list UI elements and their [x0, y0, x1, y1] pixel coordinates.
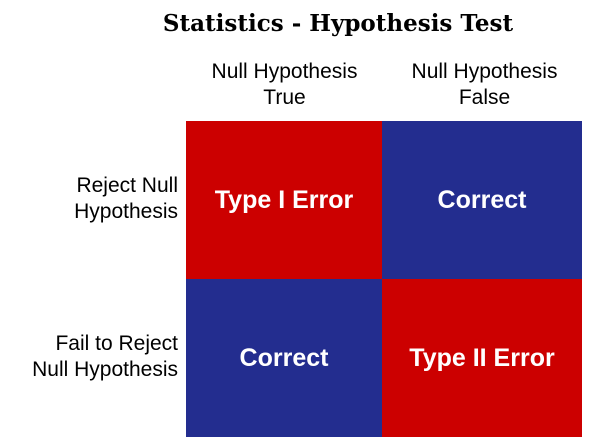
row-header-line: Reject Null: [76, 174, 178, 197]
row-header-line: Hypothesis: [74, 200, 178, 223]
column-header-null-true: Null Hypothesis True: [186, 59, 383, 111]
cell-correct-reject: Correct: [382, 121, 582, 279]
column-header-line: True: [263, 86, 306, 109]
cell-correct-fail-to-reject: Correct: [186, 279, 382, 437]
outcome-matrix: Type I Error Correct Correct Type II Err…: [186, 121, 594, 437]
column-header-line: Null Hypothesis: [411, 60, 558, 83]
cell-type-i-error: Type I Error: [186, 121, 382, 279]
cell-type-ii-error: Type II Error: [382, 279, 582, 437]
row-header-line: Null Hypothesis: [32, 358, 178, 381]
column-header-line: False: [458, 86, 511, 109]
row-header-reject: Reject Null Hypothesis: [74, 173, 178, 225]
diagram-title: Statistics - Hypothesis Test: [162, 10, 514, 37]
column-header-line: Null Hypothesis: [211, 60, 358, 83]
row-header-fail-to-reject: Fail to Reject Null Hypothesis: [32, 331, 178, 383]
row-header-line: Fail to Reject: [55, 332, 178, 355]
column-header-null-false: Null Hypothesis False: [386, 59, 583, 111]
